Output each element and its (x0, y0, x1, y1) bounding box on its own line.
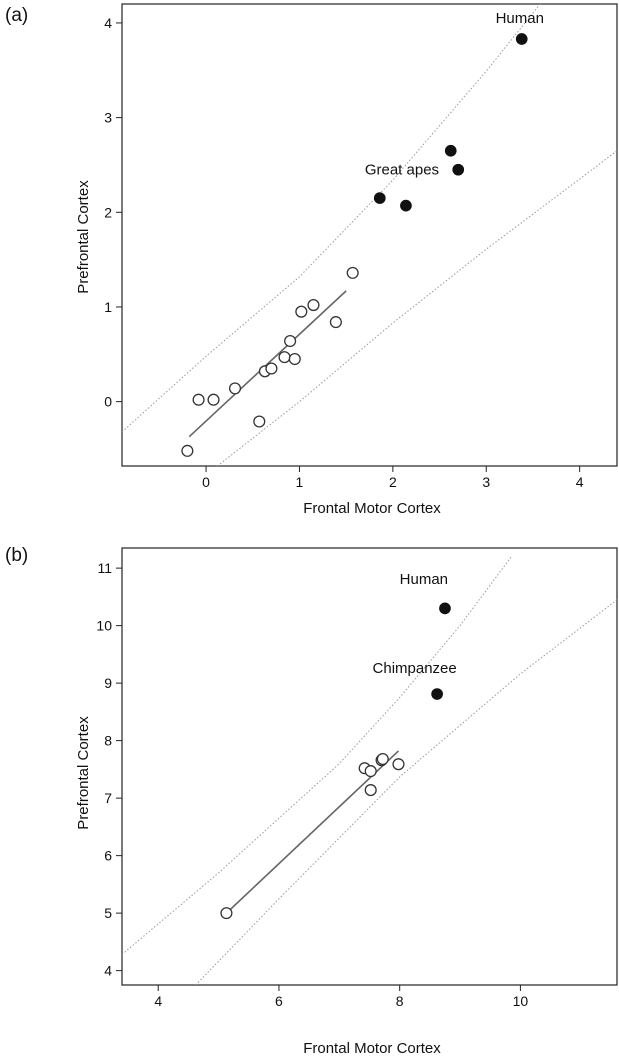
panel-b-open-point (220, 907, 233, 920)
panel-b: (b) Frontal Motor Cortex Prefrontal Cort… (5, 545, 618, 1057)
panel-b-y-tick-label: 6 (104, 848, 112, 864)
panel-a-x-tick-label: 3 (482, 474, 490, 490)
panel-a-open-point (295, 305, 308, 318)
panel-b-y-tick-label: 10 (96, 618, 112, 634)
panel-a-x-axis-title: Frontal Motor Cortex (303, 500, 441, 517)
panel-b-open-point (364, 765, 377, 778)
panel-b-y-axis-title: Prefrontal Cortex (75, 716, 92, 830)
panel-b-x-axis-title: Frontal Motor Cortex (303, 1040, 441, 1057)
panel-a-open-point (181, 444, 194, 457)
panel-a-x-tick-label: 2 (389, 474, 397, 490)
panel-a-y-tick-label: 4 (104, 15, 112, 31)
panel-b-prediction-band-upper (122, 556, 512, 955)
panel-b-label: (b) (5, 545, 28, 566)
panel-a-open-point (278, 351, 291, 364)
panel-a-open-point (228, 382, 242, 395)
panel-b-y-tick-label: 11 (97, 560, 112, 576)
panel-b-open-point (376, 752, 389, 766)
panel-a-y-tick-label: 1 (104, 299, 112, 315)
panel-a-open-point (207, 393, 220, 406)
panel-a-x-tick-label: 0 (202, 474, 210, 490)
panel-a-filled-point (515, 33, 528, 45)
panel-b-plot-frame (121, 547, 618, 986)
panel-a-filled-point (444, 144, 457, 157)
panel-b-y-tick-label: 8 (104, 733, 112, 749)
panel-a-plot-frame (121, 3, 618, 467)
panel-b-filled-point (431, 688, 443, 700)
panel-b-y-tick-label: 4 (104, 963, 112, 979)
panel-a-annotation: Human (496, 10, 544, 27)
panel-b-y-tick-label: 7 (104, 790, 112, 806)
panel-a-open-point (288, 352, 301, 366)
panel-a-x-tick-label: 4 (576, 474, 584, 490)
panel-a: (a) Frontal Motor Cortex Prefrontal Cort… (5, 3, 618, 517)
panel-a-open-point (284, 334, 297, 348)
panel-a-y-tick-label: 0 (104, 394, 112, 410)
panel-a-filled-point (400, 199, 412, 212)
panel-a-open-point (265, 362, 278, 375)
panel-b-x-tick-label: 8 (396, 993, 404, 1009)
panel-a-label: (a) (5, 5, 28, 26)
panel-a-prediction-band-lower (216, 150, 617, 466)
panel-b-x-tick-label: 10 (513, 993, 529, 1009)
panel-a-open-point (192, 393, 205, 406)
panel-a-filled-point (452, 163, 465, 176)
panel-a-open-point (307, 299, 320, 312)
panel-b-x-tick-label: 6 (275, 993, 283, 1009)
panel-a-open-point (253, 415, 266, 428)
panel-a-open-point (329, 316, 342, 329)
panel-b-annotation: Human (400, 571, 448, 588)
panel-b-open-point (392, 758, 405, 771)
panel-a-x-tick-label: 1 (296, 474, 304, 490)
panel-b-annotation: Chimpanzee (373, 660, 457, 677)
panel-b-filled-point (439, 602, 451, 615)
panel-b-prediction-band-lower (195, 599, 617, 985)
panel-a-prediction-band-upper (122, 4, 541, 433)
panel-b-x-tick-label: 4 (154, 993, 162, 1009)
panel-a-filled-point (373, 192, 386, 204)
panel-b-open-point (364, 784, 377, 797)
panel-a-annotation: Great apes (365, 161, 439, 178)
panel-a-y-tick-label: 3 (104, 110, 112, 126)
panel-b-regression-line (225, 750, 400, 914)
panel-a-y-tick-label: 2 (104, 204, 112, 220)
panel-a-open-point (346, 266, 359, 279)
panel-b-y-tick-label: 5 (104, 905, 112, 921)
panel-b-y-tick-label: 9 (104, 675, 112, 691)
panel-a-y-axis-title: Prefrontal Cortex (75, 180, 92, 294)
